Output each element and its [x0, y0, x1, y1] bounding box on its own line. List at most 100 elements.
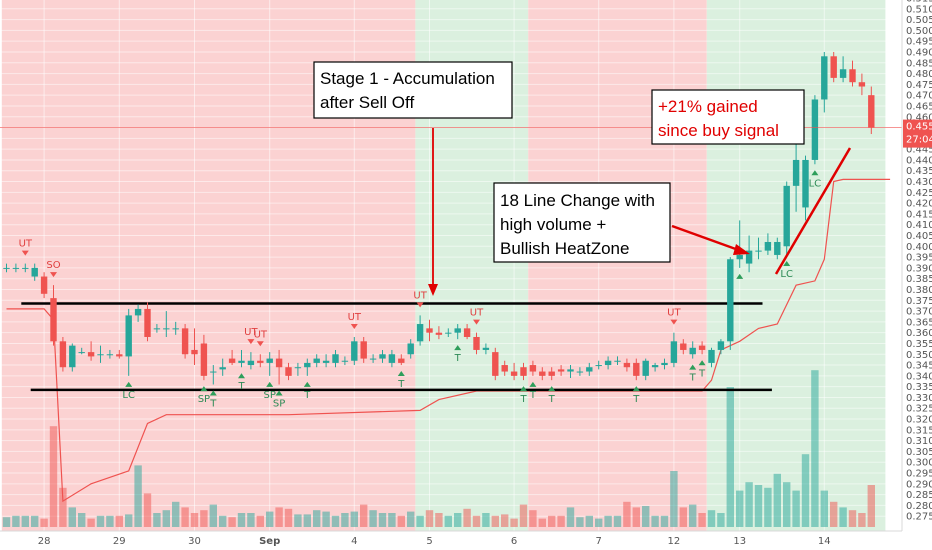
candle-40 — [379, 349, 386, 363]
candle-62 — [586, 362, 593, 376]
candle-52 — [492, 347, 499, 381]
candle-body-64 — [604, 360, 612, 366]
candle-11 — [106, 349, 114, 359]
candle-body-14 — [134, 308, 142, 316]
time-tick-10: 14 — [818, 536, 831, 547]
time-tick-8: 12 — [668, 536, 681, 547]
candle-body-87 — [821, 56, 828, 100]
volume-bar-32 — [303, 514, 311, 527]
candle-5 — [50, 285, 57, 346]
time-tick-9: 13 — [733, 536, 746, 547]
candle-28 — [266, 352, 273, 376]
candle-body-50 — [473, 336, 480, 350]
volume-bar-30 — [284, 508, 293, 527]
candle-7 — [69, 343, 76, 372]
candle-body-48 — [454, 328, 461, 333]
volume-bar-86 — [811, 370, 819, 527]
signal-label-19: T — [529, 390, 537, 401]
price-axis-panel[interactable] — [902, 0, 932, 550]
arrow-line-change-head — [733, 244, 750, 255]
signal-label-11: T — [209, 398, 217, 409]
candle-66 — [623, 358, 631, 372]
signal-label-9: LC — [122, 390, 135, 401]
volume-bar-92 — [867, 485, 875, 527]
candle-body-46 — [435, 332, 443, 335]
volume-bar-81 — [764, 487, 772, 527]
candle-body-30 — [285, 367, 292, 376]
signal-buy-24 — [736, 273, 744, 279]
volume-bar-37 — [350, 511, 358, 527]
candle-24 — [228, 349, 236, 366]
signal-arrow-7 — [670, 319, 678, 325]
signal-ut-3: UT — [254, 329, 268, 347]
volume-bar-76 — [717, 513, 725, 527]
signal-label-20: T — [548, 394, 556, 405]
signal-label-15: T — [303, 390, 311, 401]
volume-bar-84 — [792, 490, 800, 527]
signal-arrow-10 — [200, 386, 208, 392]
current-price-value: 0.455 — [906, 122, 932, 133]
volume-bar-57 — [538, 518, 546, 527]
candle-body-6 — [59, 341, 67, 368]
candle-25 — [238, 349, 245, 368]
candle-body-17 — [163, 328, 170, 330]
candle-53 — [501, 360, 508, 376]
signal-so-1: SO — [46, 260, 61, 278]
volume-bar-49 — [463, 508, 471, 527]
volume-bar-4 — [40, 518, 48, 527]
candle-body-15 — [144, 308, 151, 337]
signal-arrow-25 — [783, 260, 791, 266]
candle-body-31 — [294, 367, 302, 369]
price-tick-43: 0.490 — [906, 47, 932, 58]
volume-bar-90 — [848, 510, 857, 527]
signal-label-4: UT — [348, 312, 362, 323]
candle-body-12 — [116, 354, 123, 357]
candle-body-16 — [153, 328, 161, 330]
candle-body-24 — [228, 358, 236, 363]
candle-body-89 — [839, 69, 847, 78]
signal-label-13: SP — [264, 390, 276, 401]
volume-bar-36 — [341, 513, 349, 527]
time-axis-panel[interactable] — [0, 531, 932, 550]
volume-bar-16 — [153, 513, 161, 527]
candle-27 — [257, 354, 264, 368]
candle-31 — [294, 362, 302, 376]
candle-0 — [3, 263, 10, 273]
time-tick-1: 29 — [113, 536, 126, 547]
candle-67 — [633, 358, 640, 381]
candle-body-44 — [416, 324, 424, 342]
candle-10 — [97, 345, 104, 363]
candle-body-60 — [567, 369, 574, 372]
current-price-tag-box — [903, 119, 932, 148]
price-tick-4: 0.295 — [906, 469, 932, 480]
volume-bar-1 — [12, 515, 20, 527]
price-tick-25: 0.400 — [906, 242, 932, 253]
candle-body-69 — [651, 365, 659, 368]
candle-body-20 — [191, 349, 198, 355]
volume-bar-7 — [68, 507, 76, 527]
annotation-line-change-line3: Bullish HeatZone — [500, 239, 629, 258]
signal-t-17: T — [454, 345, 462, 364]
candle-body-70 — [661, 362, 668, 366]
volume-bar-78 — [736, 490, 744, 527]
signal-ut-0: UT — [19, 239, 33, 256]
volume-bar-20 — [190, 513, 199, 527]
candle-body-55 — [520, 367, 527, 376]
annotation-gain-line2: since buy signal — [658, 121, 779, 140]
candle-body-34 — [322, 360, 330, 363]
candle-body-52 — [492, 352, 499, 376]
candle-34 — [322, 354, 330, 368]
candle-36 — [341, 356, 349, 366]
candle-86 — [811, 95, 819, 165]
current-price-tag: 0.455 27:04 — [903, 119, 932, 148]
candle-body-2 — [22, 267, 29, 269]
candle-65 — [614, 356, 621, 366]
volume-bar-34 — [322, 511, 330, 527]
volume-bar-28 — [266, 511, 274, 527]
candle-78 — [736, 220, 743, 268]
volume-bar-3 — [31, 515, 39, 527]
candle-body-11 — [106, 354, 114, 356]
candle-72 — [680, 339, 687, 355]
volume-bar-22 — [209, 504, 217, 527]
